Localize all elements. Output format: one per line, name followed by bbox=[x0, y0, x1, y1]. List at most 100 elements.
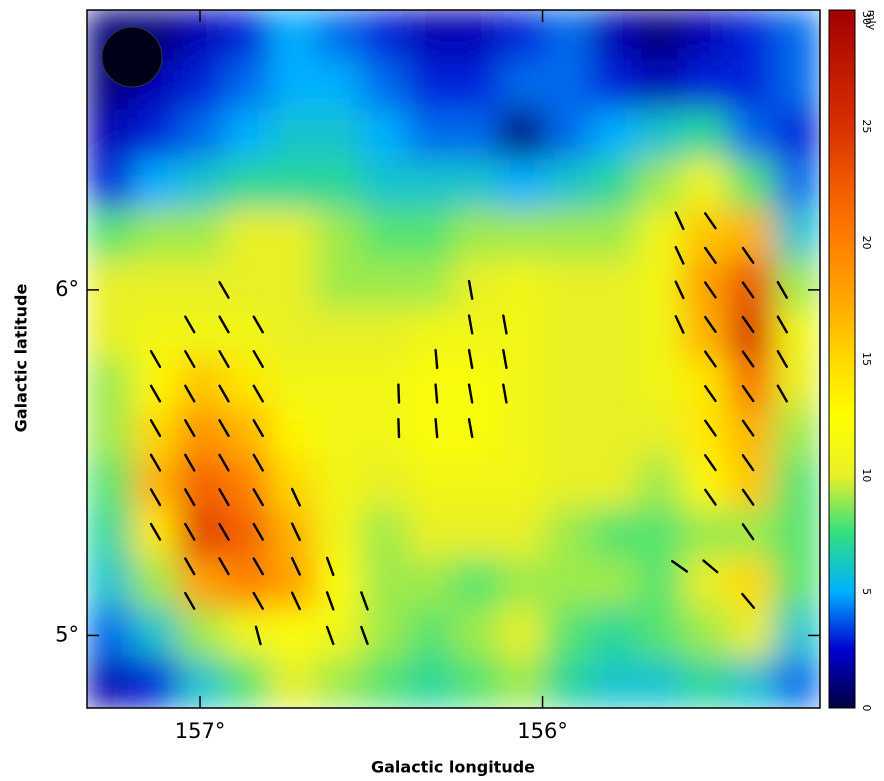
polarization-vector bbox=[252, 350, 264, 368]
polarization-vector bbox=[218, 453, 230, 472]
heat-cell bbox=[269, 358, 317, 410]
heat-cell bbox=[178, 159, 225, 210]
heat-cell bbox=[315, 408, 363, 460]
polarization-vector bbox=[434, 383, 439, 404]
heat-cell bbox=[773, 109, 820, 161]
heat-cell bbox=[773, 10, 820, 61]
polarization-vector bbox=[741, 246, 755, 264]
heat-cell bbox=[590, 208, 638, 260]
heat-cell bbox=[590, 458, 638, 510]
heat-cell bbox=[315, 557, 363, 609]
polarization-vector bbox=[149, 419, 162, 438]
polarization-vector bbox=[467, 348, 474, 370]
heat-cell bbox=[361, 258, 409, 310]
polarization-vector bbox=[218, 488, 230, 507]
heat-cell bbox=[407, 308, 454, 360]
heat-cell bbox=[453, 208, 500, 260]
heat-cell bbox=[544, 657, 592, 708]
heat-cell bbox=[727, 557, 775, 609]
polarization-vector bbox=[290, 556, 301, 576]
heat-cell bbox=[178, 10, 225, 61]
polarization-vector bbox=[218, 522, 230, 541]
heat-cell bbox=[87, 657, 134, 708]
heat-cell bbox=[87, 607, 134, 659]
polarization-vector bbox=[252, 453, 264, 472]
heat-cell bbox=[773, 159, 820, 210]
heat-cell bbox=[87, 508, 134, 559]
heat-cell bbox=[727, 109, 775, 161]
polarization-vector bbox=[360, 625, 369, 646]
heat-cell bbox=[682, 10, 729, 61]
heat-cell bbox=[407, 657, 454, 708]
polarization-vector bbox=[149, 350, 162, 368]
vectors bbox=[149, 211, 789, 646]
polarization-vector bbox=[149, 522, 162, 541]
heat-cell bbox=[361, 59, 409, 111]
heat-cell bbox=[727, 607, 775, 659]
heat-cell bbox=[544, 607, 592, 659]
colorbar-tick-label: 10 bbox=[860, 468, 873, 482]
heat-cell bbox=[269, 59, 317, 111]
heat-cell bbox=[453, 109, 500, 161]
heat-cell bbox=[636, 159, 684, 210]
heat-cell bbox=[407, 208, 454, 260]
heat-cell bbox=[682, 358, 729, 410]
heat-cell bbox=[453, 657, 500, 708]
heat-cell bbox=[178, 208, 225, 260]
heat-cell bbox=[773, 308, 820, 360]
colorbar-label: mJy bbox=[865, 10, 878, 31]
heat-cell bbox=[223, 258, 271, 310]
plot-frame bbox=[86, 9, 821, 709]
heat-cell bbox=[315, 607, 363, 659]
heat-cell bbox=[682, 508, 729, 559]
polarization-vector bbox=[184, 350, 196, 368]
heat-cell bbox=[407, 59, 454, 111]
polarization-vector bbox=[149, 453, 162, 472]
polarization-vector bbox=[252, 315, 264, 334]
polarization-vector bbox=[776, 350, 789, 368]
heat-cell bbox=[178, 508, 225, 559]
heat-cell bbox=[636, 607, 684, 659]
heat-cell bbox=[361, 657, 409, 708]
beam bbox=[101, 26, 163, 88]
heat-cell bbox=[544, 258, 592, 310]
polarization-vector bbox=[741, 523, 755, 541]
polarization-vector bbox=[467, 314, 474, 335]
colorbar bbox=[828, 9, 856, 709]
heat-cell bbox=[773, 458, 820, 510]
heat-cell bbox=[682, 458, 729, 510]
colorbar-tick-label: 20 bbox=[860, 236, 873, 250]
heat-cell bbox=[361, 557, 409, 609]
heat-cell bbox=[315, 358, 363, 410]
heat-cell bbox=[223, 557, 271, 609]
polarization-vector bbox=[184, 453, 196, 472]
heat-cell bbox=[361, 607, 409, 659]
heat-cell bbox=[453, 607, 500, 659]
heat-cell bbox=[407, 408, 454, 460]
heat-cell bbox=[223, 408, 271, 460]
heat-cell bbox=[223, 109, 271, 161]
heat-cell bbox=[590, 109, 638, 161]
heat-cell bbox=[590, 508, 638, 559]
polarization-vector bbox=[704, 212, 717, 230]
polarization-vector bbox=[218, 384, 230, 403]
heat-cell bbox=[269, 308, 317, 360]
heat-cell bbox=[682, 607, 729, 659]
polarization-vector bbox=[704, 454, 717, 472]
heat-cell bbox=[453, 508, 500, 559]
heatmap bbox=[87, 10, 820, 708]
heat-cell bbox=[361, 458, 409, 510]
polarization-vector bbox=[741, 384, 755, 403]
polarization-vector bbox=[184, 591, 196, 610]
heat-cell bbox=[87, 358, 134, 410]
colorbar-tick-label: 5 bbox=[860, 588, 873, 595]
heat-cell bbox=[773, 508, 820, 559]
heat-cell bbox=[361, 408, 409, 460]
polarization-vector bbox=[325, 591, 335, 611]
polarization-vector bbox=[149, 384, 162, 403]
colorbar-tick-label: 0 bbox=[860, 705, 873, 712]
heat-cell bbox=[269, 607, 317, 659]
heat-cell bbox=[590, 557, 638, 609]
heat-cell bbox=[727, 258, 775, 310]
